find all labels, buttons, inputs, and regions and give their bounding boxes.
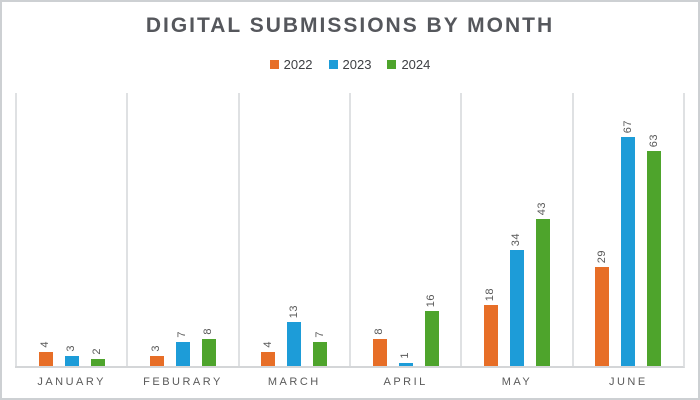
bar-2023-april [398, 363, 413, 366]
bar-value-label-2024-april: 16 [425, 293, 438, 307]
bar-value-label-2023-january: 3 [65, 345, 78, 352]
month-axis-label-may: MAY [501, 376, 533, 388]
bar-value-label-2022-feburary: 3 [150, 345, 163, 352]
month-axis-label-january: JANUARY [37, 376, 106, 388]
bar-value-label-2023-march: 13 [287, 304, 300, 318]
bar-2022-feburary [149, 356, 164, 366]
month-panel-feburary: 3 7 8 FEBURARY [126, 93, 237, 388]
legend-label-2022: 2022 [283, 57, 313, 72]
month-axis-label-march: MARCH [267, 376, 321, 388]
bar-group-2024-june: 63 [647, 133, 662, 366]
bar-value-label-2023-june: 67 [621, 119, 634, 133]
bar-value-label-2022-january: 4 [39, 341, 52, 348]
bar-value-label-2024-march: 7 [313, 331, 326, 338]
bar-2023-june [621, 137, 636, 366]
bar-2022-june [595, 267, 610, 366]
bar-group-2022-january: 4 [38, 341, 53, 366]
bar-value-label-2024-may: 43 [536, 201, 549, 215]
bar-2022-may [483, 305, 498, 366]
bar-group-2023-feburary: 7 [175, 331, 190, 366]
legend-label-2024: 2024 [401, 57, 431, 72]
legend: 2022 2023 2024 [2, 57, 698, 72]
bar-group-2023-june: 67 [621, 119, 636, 366]
bar-2022-april [372, 339, 387, 366]
bar-2023-march [287, 322, 302, 366]
bar-2024-march [313, 342, 328, 366]
month-panel-march: 4 13 7 MARCH [237, 93, 349, 388]
bar-2024-january [90, 359, 105, 366]
bar-group-2022-march: 4 [261, 341, 276, 366]
month-axis-label-june: JUNE [608, 376, 648, 388]
bar-value-label-2022-may: 18 [484, 287, 497, 301]
bar-group-2022-may: 18 [483, 287, 498, 366]
bar-2024-feburary [201, 339, 216, 366]
bar-group-2024-april: 16 [424, 293, 439, 366]
legend-swatch-2024-icon [387, 60, 397, 69]
legend-swatch-2023-icon [328, 60, 338, 69]
bar-value-label-2022-april: 8 [373, 328, 386, 335]
legend-item-2023: 2023 [328, 57, 372, 72]
legend-item-2022: 2022 [269, 57, 313, 72]
legend-label-2023: 2023 [342, 57, 372, 72]
month-panel-june: 29 67 63 JUNE [571, 93, 683, 388]
plot-area: 4 3 2 JANUARY 3 7 8 FEBURARY 4 13 7 MARCH 8 1 16 APRIL 1… [15, 93, 685, 388]
bar-value-label-2023-april: 1 [399, 352, 412, 359]
bar-2024-april [424, 311, 439, 366]
legend-swatch-2022-icon [269, 60, 279, 69]
bar-value-label-2023-feburary: 7 [176, 331, 189, 338]
bar-group-2022-june: 29 [595, 249, 610, 366]
month-axis-label-april: APRIL [383, 376, 428, 388]
bar-value-label-2024-feburary: 8 [202, 328, 215, 335]
bar-group-2023-january: 3 [64, 345, 79, 366]
month-panel-may: 18 34 43 MAY [460, 93, 571, 388]
bar-group-2022-feburary: 3 [149, 345, 164, 366]
bar-value-label-2022-june: 29 [595, 249, 608, 263]
legend-item-2024: 2024 [387, 57, 430, 72]
bar-group-2024-feburary: 8 [201, 328, 216, 366]
month-panel-april: 8 1 16 APRIL [348, 93, 460, 388]
bar-group-2022-april: 8 [372, 328, 387, 366]
bar-2023-feburary [175, 342, 190, 366]
bar-value-label-2024-january: 2 [91, 348, 104, 355]
bar-value-label-2024-june: 63 [647, 133, 660, 147]
bar-2022-march [261, 352, 276, 366]
month-panel-january: 4 3 2 JANUARY [15, 93, 126, 388]
chart-title: DIGITAL SUBMISSIONS BY MONTH [145, 14, 555, 37]
bar-group-2024-march: 7 [313, 331, 328, 366]
bar-group-2024-may: 43 [535, 201, 550, 366]
bar-2022-january [38, 352, 53, 366]
bar-value-label-2023-may: 34 [510, 232, 523, 246]
bar-2024-june [647, 151, 662, 366]
bar-2023-january [64, 356, 79, 366]
bar-2023-may [509, 250, 524, 366]
bar-value-label-2022-march: 4 [261, 341, 274, 348]
bar-2024-may [535, 219, 550, 366]
bar-group-2023-may: 34 [509, 232, 524, 366]
month-axis-label-feburary: FEBURARY [143, 376, 223, 388]
bar-group-2023-april: 1 [398, 352, 413, 366]
bar-group-2024-january: 2 [90, 348, 105, 366]
bar-group-2023-march: 13 [287, 304, 302, 366]
